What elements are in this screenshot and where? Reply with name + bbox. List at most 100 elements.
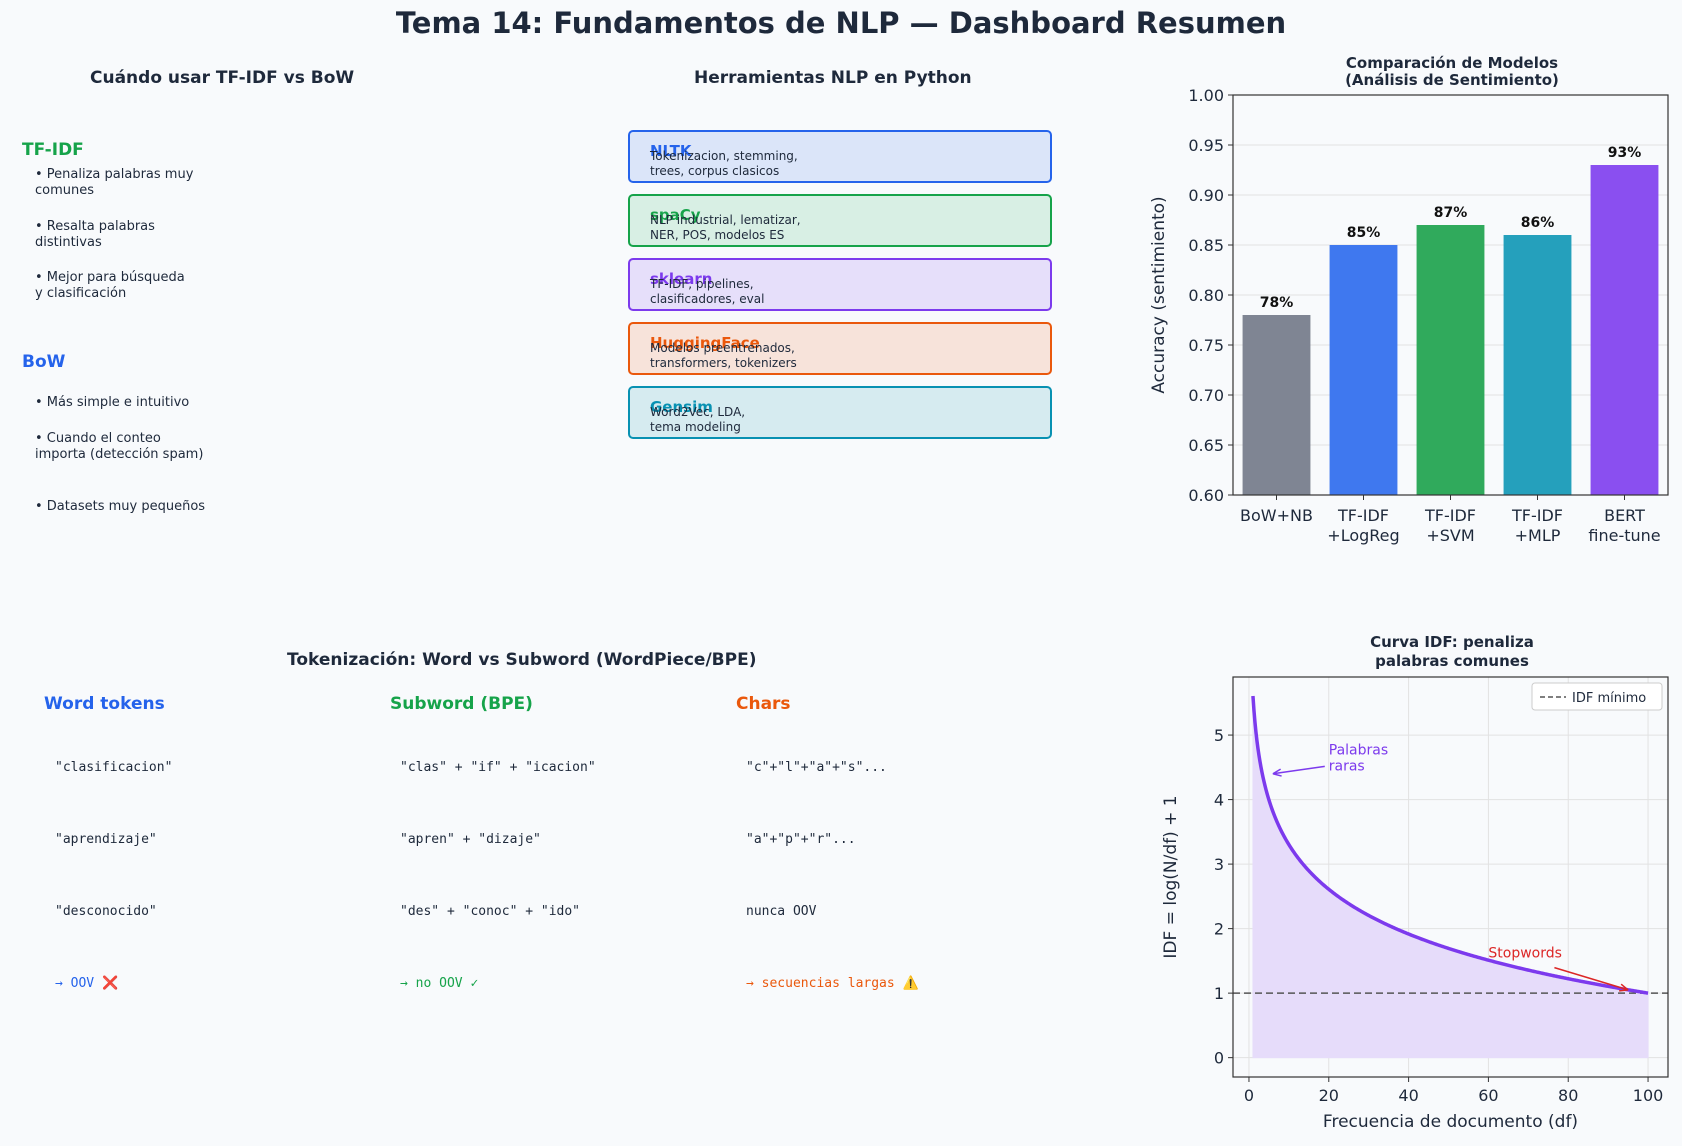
x-tick-label: 20 <box>1319 1086 1339 1105</box>
token-example: "clasificacion" <box>55 760 173 775</box>
x-tick-label: +LogReg <box>1327 526 1399 545</box>
x-tick-label: 0 <box>1244 1086 1254 1105</box>
bar-value-label: 93% <box>1608 145 1642 161</box>
bow-heading: BoW <box>22 352 66 372</box>
y-tick-label: 3 <box>1214 855 1224 874</box>
x-tick-label: 100 <box>1633 1086 1664 1105</box>
dashboard-title: Tema 14: Fundamentos de NLP — Dashboard … <box>395 6 1287 40</box>
token-example: "a"+"p"+"r"... <box>746 832 856 847</box>
tool-card-sklearn: sklearn TF-IDF, pipelines, clasificadore… <box>628 258 1052 311</box>
legend-box <box>1531 682 1663 711</box>
y-tick-label: 2 <box>1214 920 1224 939</box>
annotation-arrow <box>1554 966 1629 991</box>
tool-description: NLP industrial, lematizar, NER, POS, mod… <box>650 213 801 242</box>
idf-chart-x-axis-label: Frecuencia de documento (df) <box>1323 1112 1578 1132</box>
idf-area-fill <box>1252 695 1649 1059</box>
y-tick-label: 0.60 <box>1188 486 1224 505</box>
y-tick-label: 0 <box>1214 1049 1224 1068</box>
bar <box>1503 235 1572 495</box>
token-example: "c"+"l"+"a"+"s"... <box>746 760 887 775</box>
bar-value-label: 87% <box>1434 205 1468 221</box>
bar <box>1416 225 1485 495</box>
tool-card-spacy: spaCy NLP industrial, lematizar, NER, PO… <box>628 194 1052 247</box>
tool-name: NLTK <box>650 142 692 160</box>
x-tick-label: 40 <box>1398 1086 1418 1105</box>
bar-chart-title-line: Comparación de Modelos <box>1346 54 1558 72</box>
tool-name: spaCy <box>650 206 701 224</box>
idf-chart-title-line: palabras comunes <box>1375 652 1529 670</box>
y-tick-label: 1 <box>1214 984 1224 1003</box>
token-example: "desconocido" <box>55 904 157 919</box>
y-tick-label: 0.95 <box>1188 136 1224 155</box>
annotation-arrow-head <box>1272 768 1282 777</box>
token-note: → no OOV ✓ <box>400 976 479 991</box>
tool-description: TF-IDF, pipelines, clasificadores, eval <box>650 277 765 306</box>
annotation-label: raras <box>1329 758 1365 774</box>
word-tokens-heading: Word tokens <box>44 694 165 714</box>
tool-name: HuggingFace <box>650 334 760 352</box>
y-tick-label: 0.80 <box>1188 286 1224 305</box>
x-tick-label: fine-tune <box>1588 526 1660 545</box>
y-tick-label: 0.90 <box>1188 186 1224 205</box>
bar-chart-frame <box>1232 94 1669 496</box>
y-tick-label: 1.00 <box>1188 86 1224 105</box>
idf-legend: IDF mínimo <box>1531 682 1663 711</box>
x-tick-label: +SVM <box>1426 526 1474 545</box>
tfidf-bullet: • Mejor para búsqueda y clasificación <box>35 270 185 301</box>
x-tick-label: TF-IDF <box>1337 506 1389 525</box>
tokenization-panel-title: Tokenización: Word vs Subword (WordPiece… <box>287 650 757 670</box>
bar-value-label: 85% <box>1347 225 1381 241</box>
tool-description: Modelos preentrenados, transformers, tok… <box>650 341 797 370</box>
x-tick-label: +MLP <box>1515 526 1561 545</box>
bar-chart-title-line: (Análisis de Sentimiento) <box>1345 71 1559 89</box>
annotation-arrow-head <box>1619 983 1629 992</box>
bow-bullet: • Datasets muy pequeños <box>35 499 206 514</box>
chars-heading: Chars <box>736 694 791 714</box>
annotation-arrow <box>1272 765 1325 775</box>
tfidf-heading: TF-IDF <box>22 140 84 160</box>
token-note: → secuencias largas ⚠️ <box>746 976 919 991</box>
x-tick-label: BERT <box>1604 506 1645 525</box>
tfidf-bullet: • Resalta palabras distintivas <box>35 219 155 250</box>
bow-bullet: • Más simple e intuitivo <box>35 395 190 410</box>
idf-chart-y-axis-label: IDF = log(N/df) + 1 <box>1161 795 1181 958</box>
idf-curve-line <box>1251 695 1649 995</box>
y-tick-label: 0.85 <box>1188 236 1224 255</box>
x-tick-label: BoW+NB <box>1240 506 1313 525</box>
token-example: "apren" + "dizaje" <box>400 832 541 847</box>
idf-chart-frame <box>1232 676 1669 1078</box>
token-example: "des" + "conoc" + "ido" <box>400 904 581 919</box>
annotation-label: Stopwords <box>1488 946 1562 962</box>
tool-name: sklearn <box>650 270 713 288</box>
y-tick-label: 0.75 <box>1188 336 1224 355</box>
tool-card-huggingface: HuggingFace Modelos preentrenados, trans… <box>628 322 1052 375</box>
bar <box>1329 245 1398 495</box>
bow-bullet: • Cuando el conteo importa (detección sp… <box>35 431 204 462</box>
tool-card-gensim: Gensim Word2Vec, LDA, tema modeling <box>628 386 1052 439</box>
bar-value-label: 86% <box>1521 215 1555 231</box>
x-tick-label: TF-IDF <box>1511 506 1563 525</box>
model-comparison-bar-chart: Comparación de Modelos (Análisis de Sent… <box>1149 54 1669 545</box>
y-tick-label: 4 <box>1214 791 1224 810</box>
tool-card-nltk: NLTK Tokenizacion, stemming, trees, corp… <box>628 130 1052 183</box>
token-example: nunca OOV <box>746 904 817 919</box>
x-tick-label: 60 <box>1478 1086 1498 1105</box>
when-panel-title: Cuándo usar TF-IDF vs BoW <box>90 68 355 88</box>
y-tick-label: 0.65 <box>1188 436 1224 455</box>
token-note: → OOV ❌ <box>55 976 119 991</box>
idf-curve-chart: Curva IDF: penaliza palabras comunes Pal… <box>1161 633 1669 1132</box>
idf-chart-title-line: Curva IDF: penaliza <box>1370 633 1534 651</box>
bar <box>1242 315 1311 495</box>
tools-panel-title: Herramientas NLP en Python <box>694 68 972 88</box>
subword-heading: Subword (BPE) <box>390 694 533 714</box>
bar <box>1590 165 1659 495</box>
tool-description: Tokenizacion, stemming, trees, corpus cl… <box>650 149 798 178</box>
legend-label: IDF mínimo <box>1572 691 1646 706</box>
x-tick-label: TF-IDF <box>1424 506 1476 525</box>
y-tick-label: 0.70 <box>1188 386 1224 405</box>
annotation-label: Palabras <box>1329 742 1388 758</box>
tfidf-bullet: • Penaliza palabras muy comunes <box>35 167 194 198</box>
token-example: "clas" + "if" + "icacion" <box>400 760 596 775</box>
tool-description: Word2Vec, LDA, tema modeling <box>650 405 746 434</box>
bar-chart-y-axis-label: Accuracy (sentimiento) <box>1149 196 1169 393</box>
